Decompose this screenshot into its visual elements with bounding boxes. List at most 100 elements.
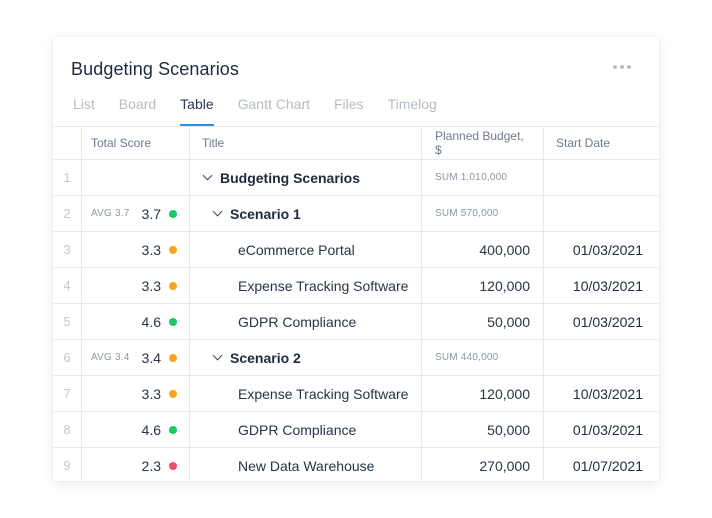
table-row[interactable]: 9 2.3 New Data Warehouse 270,000 01/07/2… — [53, 447, 659, 481]
score-value: 3.7 — [141, 205, 161, 222]
budget-sum: SUM 440,000 — [435, 352, 499, 363]
budget-value: 400,000 — [479, 241, 530, 258]
tab-files[interactable]: Files — [334, 96, 364, 112]
title-cell[interactable]: Budgeting Scenarios — [190, 160, 422, 195]
budget-cell[interactable]: 50,000 — [422, 412, 544, 447]
title-cell[interactable]: Expense Tracking Software — [190, 268, 422, 303]
table-row[interactable]: 6 AVG 3.4 3.4 Scenario 2 SUM 440,000 — [53, 339, 659, 375]
budget-value: 120,000 — [479, 385, 530, 402]
chevron-down-icon[interactable] — [202, 170, 213, 181]
score-value: 4.6 — [141, 313, 161, 330]
score-cell[interactable]: 3.3 — [82, 268, 190, 303]
status-dot-icon — [169, 425, 177, 434]
status-dot-icon — [169, 245, 177, 254]
more-options-icon[interactable] — [613, 64, 631, 70]
status-dot-icon — [169, 461, 177, 470]
table-row[interactable]: 7 3.3 Expense Tracking Software 120,000 … — [53, 375, 659, 411]
budget-sum: SUM 1,010,000 — [435, 172, 508, 183]
score-cell[interactable]: 3.3 — [82, 232, 190, 267]
group-title: Budgeting Scenarios — [220, 169, 361, 186]
row-number: 6 — [53, 340, 82, 375]
table-row[interactable]: 8 4.6 GDPR Compliance 50,000 01/03/2021 — [53, 411, 659, 447]
row-number: 5 — [53, 304, 82, 339]
table-row[interactable]: 3 3.3 eCommerce Portal 400,000 01/03/202… — [53, 231, 659, 267]
budget-cell[interactable]: SUM 570,000 — [422, 196, 544, 231]
status-dot-icon — [169, 281, 177, 290]
tab-board[interactable]: Board — [118, 96, 157, 112]
date-cell[interactable]: 10/03/2021 — [572, 277, 643, 294]
column-header-number — [53, 127, 82, 159]
score-value: 3.3 — [141, 385, 161, 402]
date-cell[interactable]: 01/03/2021 — [572, 313, 643, 330]
score-value: 4.6 — [141, 421, 161, 438]
row-number: 8 — [53, 412, 82, 447]
table-row[interactable]: 4 3.3 Expense Tracking Software 120,000 … — [53, 267, 659, 303]
table-row[interactable]: 1 Budgeting Scenarios SUM 1,010,000 — [53, 159, 659, 195]
title-cell[interactable]: Expense Tracking Software — [190, 376, 422, 411]
budget-cell[interactable]: SUM 1,010,000 — [422, 160, 544, 195]
column-header-total-score[interactable]: Total Score — [82, 127, 190, 159]
score-cell[interactable] — [82, 160, 190, 195]
tab-list[interactable]: List — [73, 96, 95, 112]
score-cell[interactable]: AVG 3.7 3.7 — [82, 196, 190, 231]
chevron-down-icon[interactable] — [212, 350, 223, 361]
score-average: AVG 3.7 — [91, 208, 130, 219]
score-cell[interactable]: 4.6 — [82, 304, 190, 339]
row-number: 9 — [53, 448, 82, 481]
data-table: Total Score Title Planned Budget, $ Star… — [53, 126, 659, 481]
score-value: 3.3 — [141, 277, 161, 294]
row-number: 7 — [53, 376, 82, 411]
tab-gantt-chart[interactable]: Gantt Chart — [237, 96, 310, 112]
column-header-planned-budget[interactable]: Planned Budget, $ — [422, 127, 544, 159]
title-cell[interactable]: New Data Warehouse — [190, 448, 422, 481]
score-cell[interactable]: 4.6 — [82, 412, 190, 447]
date-cell[interactable]: 01/03/2021 — [572, 241, 643, 258]
score-cell[interactable]: 3.3 — [82, 376, 190, 411]
column-header-title[interactable]: Title — [190, 127, 422, 159]
budget-sum: SUM 570,000 — [435, 208, 499, 219]
task-title: Expense Tracking Software — [238, 385, 409, 402]
date-cell[interactable]: 01/07/2021 — [572, 457, 643, 474]
row-number: 3 — [53, 232, 82, 267]
title-cell[interactable]: eCommerce Portal — [190, 232, 422, 267]
card-title: Budgeting Scenarios — [71, 59, 240, 79]
budget-cell[interactable]: 270,000 — [422, 448, 544, 481]
row-number: 1 — [53, 160, 82, 195]
title-cell[interactable]: Scenario 1 — [190, 196, 422, 231]
task-title: Expense Tracking Software — [238, 277, 409, 294]
status-dot-icon — [169, 209, 177, 218]
date-cell[interactable]: 01/03/2021 — [572, 421, 643, 438]
task-title: eCommerce Portal — [238, 241, 355, 258]
budget-value: 270,000 — [479, 457, 530, 474]
tab-table[interactable]: Table — [180, 96, 215, 126]
status-dot-icon — [169, 353, 177, 362]
score-cell[interactable]: AVG 3.4 3.4 — [82, 340, 190, 375]
column-header-start-date[interactable]: Start Date — [556, 136, 611, 150]
title-cell[interactable]: Scenario 2 — [190, 340, 422, 375]
budget-value: 50,000 — [487, 313, 530, 330]
view-tabs: List Board Table Gantt Chart Files Timel… — [73, 96, 461, 126]
title-cell[interactable]: GDPR Compliance — [190, 412, 422, 447]
budget-cell[interactable]: SUM 440,000 — [422, 340, 544, 375]
chevron-down-icon[interactable] — [212, 206, 223, 217]
date-cell[interactable] — [544, 340, 659, 375]
budget-cell[interactable]: 400,000 — [422, 232, 544, 267]
task-title: GDPR Compliance — [238, 421, 357, 438]
project-card: Budgeting Scenarios List Board Table Gan… — [53, 37, 659, 481]
title-cell[interactable]: GDPR Compliance — [190, 304, 422, 339]
table-row[interactable]: 2 AVG 3.7 3.7 Scenario 1 SUM 570,000 — [53, 195, 659, 231]
date-cell[interactable]: 10/03/2021 — [572, 385, 643, 402]
group-title: Scenario 1 — [230, 205, 301, 222]
status-dot-icon — [169, 317, 177, 326]
date-cell[interactable] — [544, 160, 659, 195]
tab-timelog[interactable]: Timelog — [387, 96, 437, 112]
table-row[interactable]: 5 4.6 GDPR Compliance 50,000 01/03/2021 — [53, 303, 659, 339]
budget-cell[interactable]: 120,000 — [422, 376, 544, 411]
row-number: 2 — [53, 196, 82, 231]
budget-cell[interactable]: 120,000 — [422, 268, 544, 303]
score-value: 3.3 — [141, 241, 161, 258]
score-cell[interactable]: 2.3 — [82, 448, 190, 481]
date-cell[interactable] — [544, 196, 659, 231]
budget-cell[interactable]: 50,000 — [422, 304, 544, 339]
budget-value: 50,000 — [487, 421, 530, 438]
